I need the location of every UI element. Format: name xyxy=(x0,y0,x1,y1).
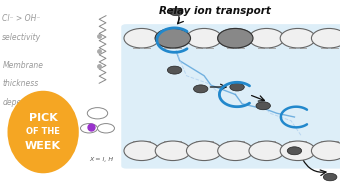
Text: thickness: thickness xyxy=(2,80,39,88)
Circle shape xyxy=(280,29,315,48)
Circle shape xyxy=(249,29,284,48)
Circle shape xyxy=(124,29,159,48)
Circle shape xyxy=(287,147,302,155)
Circle shape xyxy=(187,29,222,48)
FancyBboxPatch shape xyxy=(121,24,341,169)
Circle shape xyxy=(256,102,270,110)
Text: Cl⁻ > OH⁻: Cl⁻ > OH⁻ xyxy=(2,14,41,23)
Circle shape xyxy=(218,141,253,160)
Text: PICK: PICK xyxy=(29,113,58,123)
Circle shape xyxy=(218,29,253,48)
Circle shape xyxy=(193,85,208,93)
Circle shape xyxy=(230,83,244,91)
Circle shape xyxy=(169,8,183,16)
Circle shape xyxy=(187,141,222,160)
Text: selectivity: selectivity xyxy=(2,33,42,42)
Text: Membrane: Membrane xyxy=(2,61,43,70)
Text: OF THE: OF THE xyxy=(26,127,60,136)
Text: dependence: dependence xyxy=(2,98,50,107)
Text: Relay ion transport: Relay ion transport xyxy=(159,6,271,16)
Circle shape xyxy=(280,141,315,160)
Ellipse shape xyxy=(8,91,79,173)
Circle shape xyxy=(155,141,191,160)
Circle shape xyxy=(155,29,191,48)
Circle shape xyxy=(218,29,253,48)
Circle shape xyxy=(311,29,341,48)
Circle shape xyxy=(124,141,159,160)
Text: WEEK: WEEK xyxy=(25,141,61,151)
Circle shape xyxy=(155,29,191,48)
Text: X = I, H: X = I, H xyxy=(89,157,113,162)
Circle shape xyxy=(167,66,182,74)
Circle shape xyxy=(249,141,284,160)
Circle shape xyxy=(323,173,337,181)
Circle shape xyxy=(311,141,341,160)
